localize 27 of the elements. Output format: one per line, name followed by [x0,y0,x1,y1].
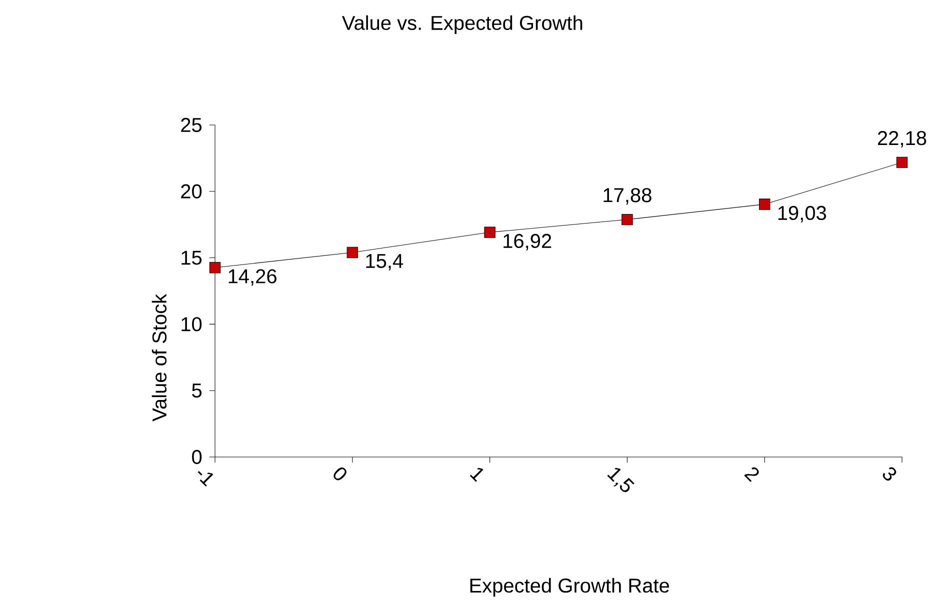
point [622,214,633,225]
data-label: 16,92 [504,234,552,250]
data-label: 19,03 [778,206,826,222]
y-tick-label: 15 [182,250,202,265]
x-axis-title: Expected Growth Rate [470,578,670,596]
point [484,226,496,238]
data-label: 15,4 [366,254,404,270]
x-tick-label: 0 [334,467,346,480]
data-label: 14,26 [228,269,276,286]
y-tick-label: 0 [192,450,202,464]
y-axis-title: Value of Stock [152,294,167,422]
x-tick-label: 3 [882,467,896,480]
y-tick-label: 25 [181,118,202,132]
point [346,246,358,258]
x-tick-label: -1 [198,470,214,486]
y-tick-label: 5 [192,383,202,398]
point [758,198,770,210]
point [209,262,221,274]
y-tick-label: 20 [181,184,202,198]
y-tick-label: 10 [182,316,202,332]
x-tick-label: 2 [744,467,759,482]
data-label: 17,88 [604,188,652,204]
data-label: 22,18 [878,130,926,148]
x-tick-label: 1 [470,468,484,482]
x-tick-label: 1,5 [607,468,634,492]
chart-title: Value vs. Expected Growth [342,15,582,34]
point [896,156,908,168]
